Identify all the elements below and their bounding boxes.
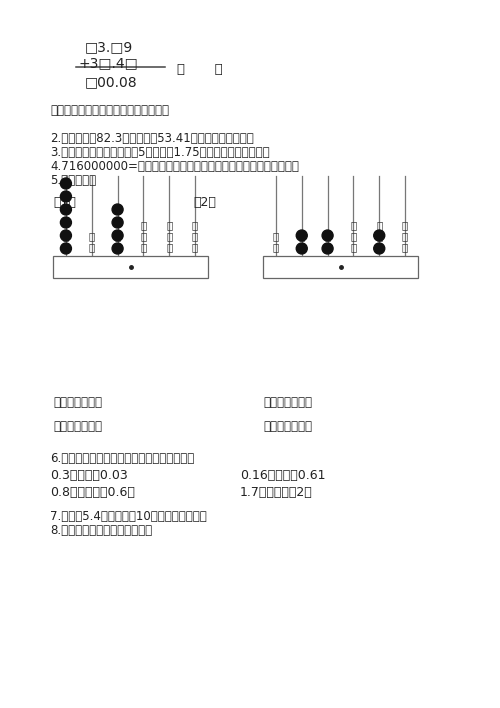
Text: 6.比较下列每组中两个数（或数量）的大小。: 6.比较下列每组中两个数（或数量）的大小。 — [50, 452, 194, 465]
Text: 0.3（　　）0.03: 0.3（ ）0.03 — [50, 469, 128, 482]
Text: 十: 十 — [88, 231, 95, 241]
Text: （       ）: （ ） — [177, 63, 223, 76]
Text: 5.读读写写。: 5.读读写写。 — [50, 174, 96, 187]
Text: 位: 位 — [376, 242, 382, 252]
Text: 分: 分 — [166, 231, 172, 241]
Text: 位: 位 — [324, 242, 330, 252]
Circle shape — [322, 230, 333, 241]
Circle shape — [60, 191, 72, 202]
Text: 分: 分 — [140, 231, 146, 241]
Circle shape — [296, 243, 307, 254]
Circle shape — [112, 217, 123, 228]
Text: 2.已知甲数是82.3，比乙数多53.41，乙数是（　　）。: 2.已知甲数是82.3，比乙数多53.41，乙数是（ ）。 — [50, 132, 254, 145]
Text: 分: 分 — [350, 231, 356, 241]
Text: 十: 十 — [298, 231, 305, 241]
Text: （从百分位、十分位到百位依次填写）: （从百分位、十分位到百位依次填写） — [50, 104, 169, 117]
Circle shape — [60, 204, 72, 215]
Text: 十: 十 — [140, 220, 146, 230]
Text: 百: 百 — [166, 220, 172, 230]
Text: 写作：（　　）: 写作：（ ） — [263, 396, 312, 409]
Text: 位: 位 — [63, 242, 69, 252]
Text: 写作：（　　）: 写作：（ ） — [53, 396, 102, 409]
Text: 千: 千 — [402, 220, 408, 230]
Text: □3.□9: □3.□9 — [85, 40, 133, 54]
Bar — [53, 256, 208, 278]
Text: 位: 位 — [402, 242, 408, 252]
Text: 读作：（　　）: 读作：（ ） — [263, 420, 312, 433]
Text: 个: 个 — [324, 231, 330, 241]
Text: 位: 位 — [298, 242, 305, 252]
Text: 分: 分 — [192, 231, 198, 241]
Text: 3.被减数加减数再加差等于5，差等于1.75，减数等于（　　）。: 3.被减数加减数再加差等于5，差等于1.75，减数等于（ ）。 — [50, 146, 270, 159]
Circle shape — [112, 243, 123, 254]
Circle shape — [374, 243, 385, 254]
Text: 4.716000000=（　　）亿，约等于（　　）亿。（保留一位小数）: 4.716000000=（ ）亿，约等于（ ）亿。（保留一位小数） — [50, 160, 299, 173]
Circle shape — [60, 230, 72, 241]
Text: （2）: （2） — [193, 196, 216, 209]
Text: 位: 位 — [114, 242, 120, 252]
Text: 百: 百 — [376, 220, 382, 230]
Text: 位: 位 — [350, 242, 356, 252]
Text: 百: 百 — [63, 231, 69, 241]
Bar — [263, 256, 418, 278]
Circle shape — [60, 243, 72, 254]
Text: 十: 十 — [350, 220, 356, 230]
Circle shape — [112, 230, 123, 241]
Text: □00.08: □00.08 — [85, 75, 138, 89]
Text: 百: 百 — [273, 231, 279, 241]
Circle shape — [374, 230, 385, 241]
Text: 7.减数是5.4，被减数是10，差是（　　）。: 7.减数是5.4，被减数是10，差是（ ）。 — [50, 510, 207, 523]
Text: 千: 千 — [192, 220, 198, 230]
Text: 8.把下面各数改写成三位小数。: 8.把下面各数改写成三位小数。 — [50, 524, 152, 537]
Text: （1）: （1） — [53, 196, 76, 209]
Text: 读作：（　　）: 读作：（ ） — [53, 420, 102, 433]
Text: 位: 位 — [88, 242, 95, 252]
Text: 位: 位 — [140, 242, 146, 252]
Text: 分: 分 — [376, 231, 382, 241]
Text: 位: 位 — [166, 242, 172, 252]
Circle shape — [322, 243, 333, 254]
Text: 1.7元（　　）2元: 1.7元（ ）2元 — [240, 486, 313, 499]
Text: 分: 分 — [402, 231, 408, 241]
Circle shape — [296, 230, 307, 241]
Text: 0.16（　　）0.61: 0.16（ ）0.61 — [240, 469, 326, 482]
Text: +3□.4□: +3□.4□ — [78, 56, 138, 70]
Circle shape — [60, 217, 72, 228]
Circle shape — [112, 204, 123, 215]
Text: 位: 位 — [273, 242, 279, 252]
Text: 个: 个 — [114, 231, 120, 241]
Text: 位: 位 — [192, 242, 198, 252]
Circle shape — [60, 178, 72, 189]
Text: 0.8元（　　）0.6元: 0.8元（ ）0.6元 — [50, 486, 135, 499]
